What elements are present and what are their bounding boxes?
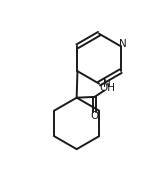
Text: OH: OH: [99, 83, 115, 93]
Text: O: O: [90, 111, 99, 121]
Text: N: N: [103, 79, 111, 89]
Text: N: N: [119, 39, 126, 49]
